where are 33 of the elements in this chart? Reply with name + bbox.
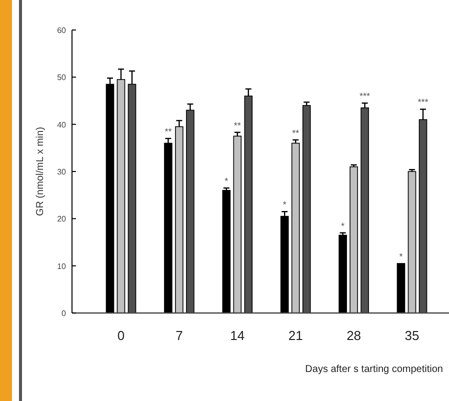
data-label: *: [341, 220, 346, 231]
data-label: ***: [360, 91, 371, 102]
data-label: *: [282, 200, 287, 210]
x-tick-label: 35: [404, 328, 420, 343]
bar: [396, 263, 406, 314]
y-tick-label: 10: [57, 262, 67, 271]
y-tick-label: 30: [57, 168, 67, 176]
data-label: *: [399, 251, 404, 262]
x-tick-label: 14: [230, 328, 245, 343]
bar: [233, 136, 242, 314]
bar: [338, 234, 347, 314]
y-tick-label: 50: [57, 73, 67, 82]
x-tick-label: 21: [288, 328, 303, 343]
bar: [222, 190, 231, 314]
y-tick-label: 0: [62, 309, 67, 318]
y-tick-label: 60: [57, 26, 67, 35]
bar: [291, 142, 300, 314]
y-tick-label: 20: [57, 214, 67, 224]
bar: [350, 166, 358, 314]
x-axis-title: Days after s tarting competition: [305, 364, 443, 375]
x-tick-label: 7: [176, 328, 183, 343]
bar: [164, 142, 172, 314]
bar: [280, 216, 289, 314]
data-label: **: [234, 120, 242, 130]
x-tick-label: 0: [117, 328, 125, 343]
bar: [408, 171, 416, 314]
data-label: ***: [418, 97, 429, 108]
data-label: **: [164, 126, 172, 136]
x-tick-label: 28: [346, 328, 362, 343]
y-axis-title: GR (nmol/mL x min): [35, 126, 46, 216]
data-label: **: [292, 128, 300, 138]
y-tick-label: 40: [57, 120, 67, 130]
data-label: *: [224, 176, 229, 186]
